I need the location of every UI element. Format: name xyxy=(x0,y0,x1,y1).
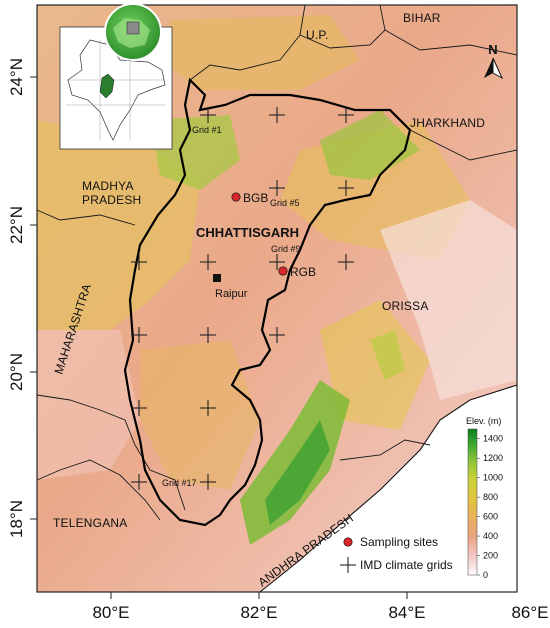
site-marker-bgb xyxy=(231,192,241,202)
lon-label-84: 84°E xyxy=(388,603,425,622)
imd-grid-cross xyxy=(269,327,285,343)
colorbar-tick-label: 1000 xyxy=(483,473,503,483)
coastline xyxy=(259,384,518,593)
lat-label-20: 20°N xyxy=(7,353,26,391)
north-arrow-label: N xyxy=(488,42,498,57)
colorbar-ticks: 1400 1200 1000 800 600 400 200 0 xyxy=(477,434,503,580)
city-marker-raipur xyxy=(213,274,221,282)
imd-grid-cross xyxy=(200,474,216,490)
lon-label-82: 82°E xyxy=(240,603,277,622)
elevation-layer xyxy=(37,5,517,592)
imd-grid-markers xyxy=(131,107,354,490)
colorbar-title: Elev. (m) xyxy=(466,416,501,426)
region-chhattisgarh: CHHATTISGARH xyxy=(196,225,299,240)
site-marker-rgb xyxy=(278,266,288,276)
legend-site-marker xyxy=(343,537,353,547)
imd-grid-cross xyxy=(338,107,354,123)
imd-grid-cross xyxy=(131,327,147,343)
grid-label-1: Grid #1 xyxy=(192,125,222,135)
imd-grid-cross xyxy=(269,107,285,123)
imd-grid-cross xyxy=(338,254,354,270)
imd-grid-cross xyxy=(131,400,147,416)
globe-icon xyxy=(104,3,162,61)
region-bihar: BIHAR xyxy=(403,11,441,25)
imd-grid-cross xyxy=(338,180,354,196)
lat-label-24: 24°N xyxy=(7,58,26,96)
legend: Sampling sites IMD climate grids xyxy=(340,535,453,573)
lon-label-80: 80°E xyxy=(92,603,129,622)
elevation-colorbar: Elev. (m) 1400 1200 1000 800 600 400 200 0 xyxy=(466,416,503,580)
imd-grid-cross xyxy=(269,180,285,196)
grid-label-17: Grid #17 xyxy=(162,478,197,488)
region-telengana: TELENGANA xyxy=(53,516,128,530)
colorbar-tick-label: 0 xyxy=(483,570,488,580)
region-jharkhand: JHARKHAND xyxy=(410,116,485,130)
imd-grid-cross xyxy=(200,254,216,270)
lat-label-18: 18°N xyxy=(7,500,26,538)
lat-label-22: 22°N xyxy=(7,206,26,244)
lon-label-86: 86°E xyxy=(511,603,548,622)
imd-grid-cross xyxy=(200,400,216,416)
map-frame xyxy=(36,4,518,593)
imd-grid-cross xyxy=(269,254,285,270)
site-label-rgb: RGB xyxy=(290,265,316,279)
colorbar-tick-label: 600 xyxy=(483,512,498,522)
imd-grid-cross xyxy=(200,107,216,123)
region-up: U.P. xyxy=(306,28,329,42)
legend-grid-marker xyxy=(340,557,356,573)
imd-grid-cross xyxy=(200,327,216,343)
grid-label-9: Grid #9 xyxy=(271,244,301,254)
region-mp-2: PRADESH xyxy=(82,193,141,207)
colorbar-tick-label: 400 xyxy=(483,531,498,541)
city-label-raipur: Raipur xyxy=(215,288,248,300)
axis-ticks xyxy=(30,76,408,599)
region-mp-1: MADHYA xyxy=(82,179,134,193)
grid-label-5: Grid #5 xyxy=(270,198,300,208)
north-arrow: N xyxy=(484,42,504,80)
colorbar-tick-label: 1400 xyxy=(483,434,503,444)
colorbar-tick-label: 800 xyxy=(483,492,498,502)
region-orissa: ORISSA xyxy=(382,299,429,313)
colorbar-tick-label: 1200 xyxy=(483,453,503,463)
imd-grid-cross xyxy=(131,254,147,270)
chhattisgarh-boundary xyxy=(123,77,412,527)
colorbar-ramp xyxy=(467,428,478,576)
legend-imd-label: IMD climate grids xyxy=(360,558,453,572)
site-label-bgb: BGB xyxy=(243,191,268,205)
legend-sampling-label: Sampling sites xyxy=(360,535,438,549)
colorbar-tick-label: 200 xyxy=(483,551,498,561)
imd-grid-cross xyxy=(131,474,147,490)
